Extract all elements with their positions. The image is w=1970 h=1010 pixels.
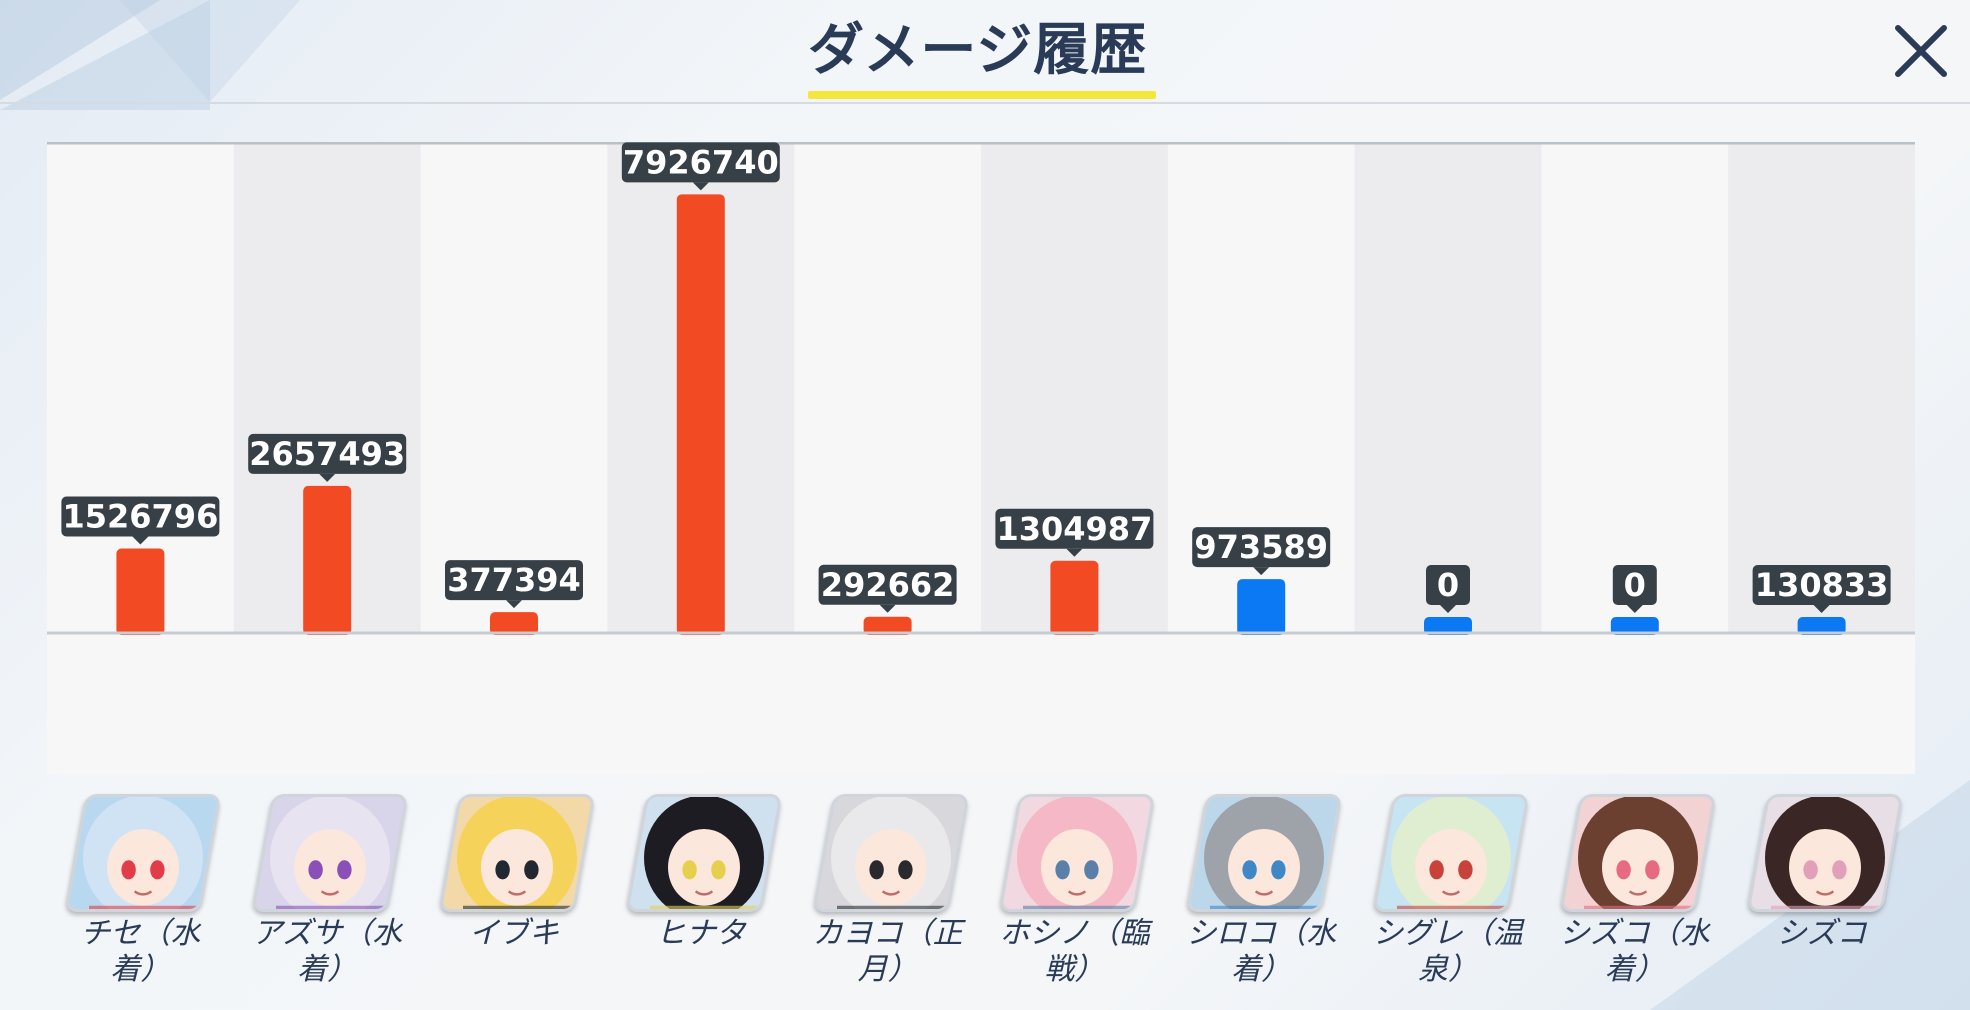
character-portrait-art: [252, 794, 409, 912]
data-label-pointer: [692, 182, 709, 191]
background-shape: [120, 0, 300, 102]
bar-7: [1237, 579, 1286, 635]
close-button[interactable]: [1888, 18, 1954, 84]
data-label: 0: [1624, 566, 1646, 604]
data-label-box: [818, 564, 957, 605]
data-label-pointer: [1066, 548, 1083, 557]
damage-chart-panel: 1526796 2657493 377394 7926740 292662 1304987…: [47, 142, 1915, 774]
data-label: 2657493: [249, 435, 405, 473]
character-name-label: シズコ: [1776, 916, 1867, 951]
column-stripe: [1728, 144, 1915, 633]
bar-1: [116, 548, 165, 635]
character-name-label: アズサ（水 着）: [252, 916, 403, 987]
data-label-pointer: [132, 536, 149, 545]
bar-8: [1424, 617, 1472, 635]
character-portrait-art: [1373, 794, 1529, 912]
bar-10: [1797, 617, 1846, 635]
data-label: 377394: [447, 561, 581, 599]
column-stripe: [1354, 144, 1542, 633]
data-label-box: [61, 496, 220, 537]
character-portrait-art: [1559, 794, 1716, 912]
character-name-label: ヒナタ: [655, 916, 746, 951]
character-name-label: シズコ（水 着）: [1559, 916, 1710, 987]
data-label-box: [1752, 565, 1891, 605]
data-label: 0: [1437, 566, 1459, 604]
character-portrait-art: [65, 794, 222, 912]
column-stripe: [981, 144, 1168, 633]
character-portrait[interactable]: [64, 794, 222, 912]
data-label-pointer: [1253, 567, 1270, 576]
character-portrait[interactable]: [1372, 794, 1530, 912]
character-portrait-art: [999, 794, 1156, 912]
character-portrait[interactable]: [998, 794, 1156, 912]
character-portrait[interactable]: [251, 794, 409, 912]
data-label-pointer: [1440, 605, 1456, 613]
character-portrait[interactable]: [625, 794, 783, 912]
bar-4: [676, 194, 725, 635]
data-label: 1304987: [996, 510, 1152, 548]
data-label-box: [1192, 527, 1331, 568]
data-label-box: [248, 433, 407, 474]
character-portrait[interactable]: [438, 794, 596, 912]
character-portrait-art: [1186, 794, 1343, 912]
bar-5: [863, 616, 912, 635]
data-label-pointer: [1626, 605, 1643, 613]
data-label-box: [445, 560, 583, 601]
data-label-pointer: [879, 604, 896, 613]
data-label: 1526796: [62, 498, 218, 536]
bar-6: [1050, 560, 1099, 635]
background-shape: [0, 0, 210, 110]
close-icon: [1895, 25, 1947, 77]
data-label: 973589: [1194, 528, 1328, 566]
data-label-pointer: [319, 473, 336, 482]
data-label: 7926740: [623, 143, 779, 181]
data-label-pointer: [506, 600, 522, 609]
character-name-label: カヨコ（正 月）: [812, 916, 963, 987]
bar-3: [490, 612, 538, 635]
damage-bar-chart: 1526796 2657493 377394 7926740 292662 1304987…: [47, 142, 1915, 635]
character-portrait-art: [1746, 794, 1903, 912]
background-shape: [0, 0, 160, 100]
header-bar: ダメージ履歴: [0, 0, 1970, 104]
character-portrait[interactable]: [1185, 794, 1343, 912]
data-label-box: [1612, 565, 1657, 605]
character-name-label: シグレ（温 泉）: [1373, 916, 1523, 987]
data-label-box: [995, 508, 1154, 549]
character-name-label: チセ（水 着）: [80, 916, 201, 987]
character-portrait-art: [812, 794, 969, 912]
bar-2: [303, 485, 352, 635]
character-name-label: イブキ: [469, 916, 559, 951]
data-label: 130833: [1755, 566, 1889, 604]
character-portrait-art: [625, 794, 782, 912]
data-label-box: [1426, 565, 1470, 605]
title-underline: [808, 91, 1156, 99]
character-name-label: シロコ（水 着）: [1186, 916, 1337, 987]
data-label: 292662: [821, 566, 955, 604]
page-title: ダメージ履歴: [808, 18, 1148, 83]
character-portrait[interactable]: [1746, 794, 1903, 912]
bar-9: [1610, 617, 1659, 635]
character-portrait[interactable]: [1559, 794, 1717, 912]
character-name-label: ホシノ（臨 戦）: [999, 916, 1150, 987]
character-portrait-art: [439, 794, 595, 912]
data-label-pointer: [1813, 605, 1830, 613]
data-label-box: [621, 142, 780, 183]
character-portrait[interactable]: [812, 794, 969, 912]
